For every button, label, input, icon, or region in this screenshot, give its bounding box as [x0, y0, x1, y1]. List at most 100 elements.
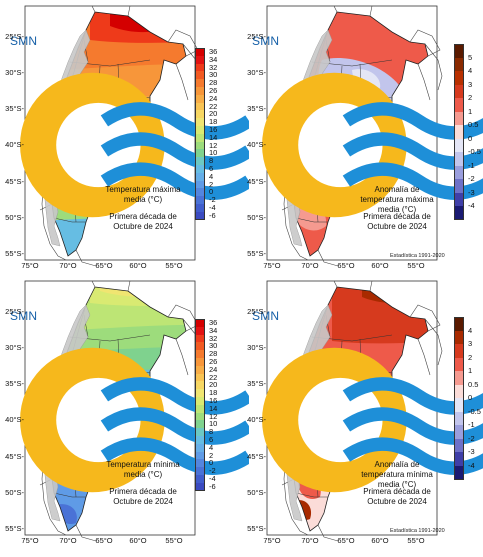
legend-swatch	[454, 398, 464, 412]
legend-swatch	[195, 188, 205, 197]
lat-tick-label: 55°S-	[5, 524, 24, 533]
legend-label: 3	[468, 79, 473, 89]
legend-swatch	[454, 165, 464, 180]
legend-swatch	[195, 389, 205, 398]
legend-swatch	[195, 110, 205, 119]
caption-tmax-anomaly-period: Primera década de Octubre de 2024	[363, 212, 431, 231]
legend-swatch	[195, 172, 205, 182]
legend-swatch	[195, 350, 205, 359]
lat-tick-label: 55°S-	[247, 249, 266, 258]
legend-label: -2	[209, 195, 216, 205]
legend-label: 26	[209, 356, 218, 366]
panel-tmax-anomaly: SMN 5 4 3 2 1 0.5 0 -0.5 -1 -2 -3 -4 Anomalía de te…	[242, 0, 483, 274]
legend-label: 34	[209, 54, 218, 64]
legend-label: 0	[209, 187, 214, 197]
caption-tmin-anomaly-period: Primera década de Octubre de 2024	[363, 487, 431, 506]
smn-logo-text: SMN	[252, 34, 280, 48]
legend-label: 26	[209, 85, 218, 95]
lat-tick-label: 45°S-	[247, 452, 266, 461]
legend-swatch	[195, 126, 205, 135]
legend-swatch	[195, 165, 205, 174]
lat-tick-label: 50°S-	[5, 213, 24, 222]
legend-swatch	[195, 319, 205, 328]
smn-sun-wave-icon	[250, 8, 483, 218]
legend-label: -4	[209, 202, 216, 212]
legend-label: 30	[209, 341, 218, 351]
lat-tick-label: 55°S-	[5, 249, 24, 258]
legend-swatch	[454, 438, 464, 453]
legend-swatch	[195, 55, 205, 65]
legend-swatch	[454, 84, 464, 99]
lon-tick-label: 65°O	[95, 536, 113, 545]
lon-axis: 75°O 70°O 65°O 60°O 55°O	[242, 535, 483, 545]
legend-label: 24	[209, 93, 218, 103]
legend-swatch	[454, 357, 464, 372]
legend-label: -6	[209, 481, 216, 491]
lat-tick-label: 30°S-	[5, 343, 24, 352]
legend-label: -0.5	[468, 147, 481, 156]
legend-swatch	[454, 465, 464, 480]
legend-label: 8	[209, 156, 214, 166]
legend-swatch	[195, 436, 205, 445]
legend-swatch	[195, 381, 205, 390]
legend-label: 12	[209, 411, 218, 421]
legend-label: 0	[468, 133, 473, 143]
legend-label: 8	[209, 427, 214, 437]
lon-tick-label: 65°O	[337, 536, 355, 545]
legend-swatch	[195, 467, 205, 476]
legend-swatch	[195, 451, 205, 460]
legend-label: 18	[209, 388, 218, 398]
smn-sun-wave-icon	[250, 283, 483, 493]
legend-label: 20	[209, 380, 218, 390]
stats-note: Estadística 1991-2020	[390, 528, 445, 534]
smn-logo-text: SMN	[252, 309, 280, 323]
legend-label: 36	[209, 317, 218, 327]
legend-swatch	[195, 412, 205, 421]
legend-swatch	[454, 317, 464, 331]
legend-label: 28	[209, 349, 218, 359]
legend-label: -0.5	[468, 406, 481, 416]
lon-tick-label: 55°O	[165, 536, 183, 545]
legend-label: 14	[209, 403, 218, 413]
legend-swatch	[195, 397, 205, 406]
lat-tick-label: 25°S-	[5, 307, 24, 316]
legend-swatch	[195, 196, 205, 205]
legend-swatch	[195, 71, 205, 80]
legend-swatch	[195, 475, 205, 484]
legend-swatch	[454, 330, 464, 345]
lat-tick-label: 40°S-	[247, 415, 266, 424]
lat-tick-label: 35°S-	[5, 104, 24, 113]
legend-label: -1	[468, 420, 475, 429]
lon-tick-label: 70°O	[301, 536, 319, 545]
legend-swatch	[195, 180, 205, 189]
lat-tick-label: 35°S-	[5, 379, 24, 388]
legend-label: -1	[468, 160, 475, 170]
legend-swatch	[195, 211, 205, 221]
panel-tmin-anomaly: SMN 4 3 2 1 0.5 0 -0.5 -1 -2 -3 -4 Anomalía de tem…	[242, 275, 483, 549]
smn-logo-text: SMN	[10, 309, 38, 323]
legend-label: 24	[209, 364, 218, 374]
legend-label: 0	[468, 393, 473, 402]
lon-axis: 75°O 70°O 65°O 60°O 55°O	[0, 260, 241, 270]
legend-swatch	[195, 102, 205, 111]
legend-label: 32	[209, 333, 218, 343]
legend-label: -2	[468, 174, 475, 183]
legend-label: 32	[209, 62, 218, 72]
legend-label: 0.5	[468, 379, 479, 389]
lon-tick-label: 60°O	[129, 261, 147, 270]
legend-label: 10	[209, 148, 218, 158]
lon-tick-label: 75°O	[263, 536, 281, 545]
legend-label: 5	[468, 52, 473, 62]
legend-label: 1	[468, 366, 473, 375]
legend-label: 22	[209, 372, 218, 382]
legend-label: 0	[209, 458, 214, 468]
legend-label: 10	[209, 419, 218, 429]
legend-swatch	[454, 138, 464, 153]
lon-tick-label: 75°O	[21, 536, 39, 545]
legend-label: 28	[209, 78, 218, 88]
lat-tick-label: 50°S-	[5, 488, 24, 497]
legend-label: 0.5	[468, 120, 479, 129]
legend-label: 2	[468, 93, 473, 102]
legend-swatch	[454, 192, 464, 207]
legend-swatch	[195, 141, 205, 150]
